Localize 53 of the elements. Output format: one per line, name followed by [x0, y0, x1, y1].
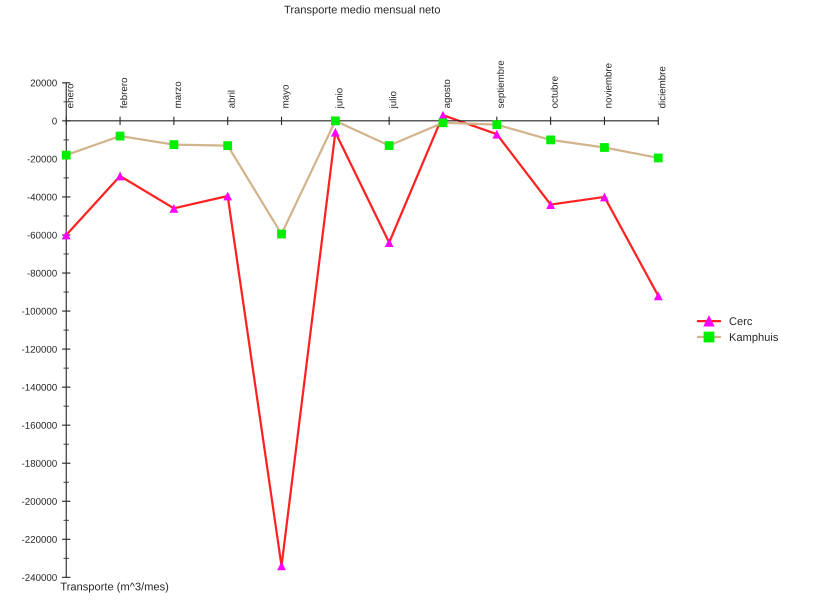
point: [384, 141, 394, 150]
x-tick-label: agosto: [444, 80, 452, 108]
x-tick-label: diciembre: [658, 66, 666, 108]
point: [330, 116, 340, 126]
y-tick-label: -40000: [27, 194, 57, 201]
point: [384, 238, 394, 247]
y-tick-label: 0: [52, 118, 57, 124]
point: [330, 128, 340, 137]
y-tick-label: -120000: [22, 346, 57, 353]
chart-title: Transporte medio mensual neto: [284, 5, 440, 16]
y-tick-label: -240000: [22, 574, 57, 581]
x-tick-label: abril: [228, 90, 235, 108]
point: [492, 130, 502, 139]
point: [62, 150, 71, 160]
x-tick-label: septiembre: [496, 60, 506, 108]
x-tick-label: marzo: [176, 82, 182, 108]
x-tick-label: octubre: [550, 76, 558, 108]
point: [438, 118, 448, 128]
y-tick-label: -180000: [22, 460, 57, 467]
text: Transporte (m^3/mes): [60, 582, 168, 593]
point: [654, 291, 663, 300]
y-tick-label: -100000: [22, 308, 57, 315]
point: [169, 204, 178, 213]
point: [492, 120, 502, 130]
x-tick-label: noviembre: [604, 63, 612, 108]
point: [62, 230, 71, 240]
y-tick-label: -140000: [22, 384, 57, 391]
y-tick-label: -220000: [22, 536, 57, 543]
point: [600, 143, 609, 152]
legend-label: Cerc: [730, 317, 752, 326]
point: [546, 200, 556, 209]
point: [169, 140, 178, 150]
point: [223, 141, 232, 150]
x-tick-label: febrero: [120, 78, 128, 108]
point: [277, 562, 286, 570]
legend-label: Kamphuis: [730, 332, 778, 344]
x-tick-label: junio: [335, 88, 344, 109]
x-tick-label: mayo: [283, 84, 291, 108]
y-tick-label: -160000: [22, 422, 57, 429]
point: [277, 230, 286, 238]
y-tick-label: -20000: [27, 156, 57, 163]
y-tick-label: -200000: [22, 498, 57, 505]
x-tick-label: enero: [68, 84, 74, 108]
point: [600, 192, 609, 202]
y-tick-label: -80000: [27, 270, 57, 277]
point: [223, 192, 232, 200]
y-tick-label: -60000: [27, 232, 57, 239]
point: [116, 132, 124, 140]
point: [546, 135, 556, 144]
point: [116, 172, 124, 180]
x-tick-label: julio: [389, 91, 398, 109]
y-tick-label: 20000: [30, 80, 57, 86]
point: [654, 154, 663, 162]
